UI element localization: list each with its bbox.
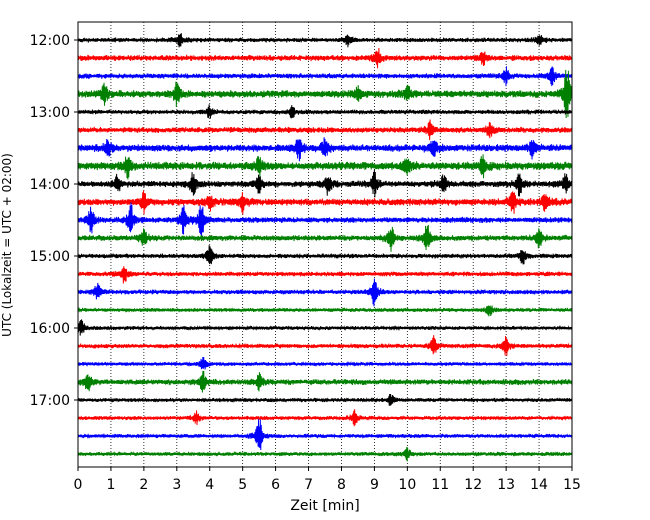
trace-1645-green	[77, 370, 573, 393]
trace-1745-green	[77, 447, 573, 462]
x-tick-label-11: 11	[431, 477, 449, 493]
x-tick-label-15: 15	[563, 477, 581, 493]
x-axis-label: Zeit [min]	[290, 498, 359, 514]
trace-1415-red	[77, 190, 573, 215]
trace-1345-green	[77, 154, 573, 180]
x-tick-label-9: 9	[370, 477, 379, 493]
vertical-gridlines	[110, 22, 540, 467]
trace-1230-blue	[77, 66, 573, 87]
plot-area-frame	[77, 21, 573, 468]
seismic-traces	[77, 33, 573, 462]
trace-1545-green	[77, 305, 573, 317]
trace-1500-black	[77, 245, 573, 265]
y-tick-label-1600: 16:00	[30, 321, 70, 337]
trace-1430-blue	[77, 202, 573, 240]
trace-1515-red	[77, 266, 573, 284]
trace-1245-green	[77, 69, 573, 118]
x-tick-label-5: 5	[238, 477, 247, 493]
y-tick-label-1400: 14:00	[30, 177, 70, 193]
y-axis-label: UTC (Lokalzeit = UTC + 02:00)	[0, 153, 14, 337]
x-tick-label-8: 8	[337, 477, 346, 493]
x-tick-label-0: 0	[74, 477, 83, 493]
y-axis-ticks: 12:00 13:00 14:00 15:00 16:00 17:00	[30, 33, 78, 409]
x-tick-label-1: 1	[106, 477, 115, 493]
trace-1315-red	[77, 119, 573, 141]
x-tick-label-2: 2	[139, 477, 148, 493]
y-tick-label-1700: 17:00	[30, 393, 70, 409]
x-tick-label-4: 4	[205, 477, 214, 493]
trace-1330-blue	[77, 137, 573, 162]
x-axis-ticks: 0 1 2 3 4 5 6 7 8 9 10 11 12 13 14 15	[74, 467, 581, 493]
trace-1615-red	[77, 335, 573, 356]
x-tick-label-6: 6	[271, 477, 280, 493]
x-tick-label-3: 3	[172, 477, 181, 493]
trace-1530-blue	[77, 278, 573, 307]
x-tick-label-14: 14	[530, 477, 548, 493]
trace-1400-black	[77, 169, 573, 198]
x-tick-label-7: 7	[304, 477, 313, 493]
y-tick-label-1200: 12:00	[30, 33, 70, 49]
x-tick-label-13: 13	[497, 477, 515, 493]
trace-1730-blue	[77, 419, 573, 451]
trace-1445-green	[77, 225, 573, 252]
y-tick-label-1300: 13:00	[30, 105, 70, 121]
trace-1600-black	[77, 319, 573, 336]
trace-1200-black	[77, 33, 573, 48]
trace-1700-black	[77, 393, 573, 406]
trace-1215-red	[77, 48, 573, 69]
trace-1630-blue	[77, 356, 573, 370]
x-tick-label-10: 10	[398, 477, 416, 493]
x-tick-label-12: 12	[464, 477, 482, 493]
y-tick-label-1500: 15:00	[30, 249, 70, 265]
trace-1300-black	[77, 104, 573, 119]
trace-1715-red	[77, 409, 573, 427]
